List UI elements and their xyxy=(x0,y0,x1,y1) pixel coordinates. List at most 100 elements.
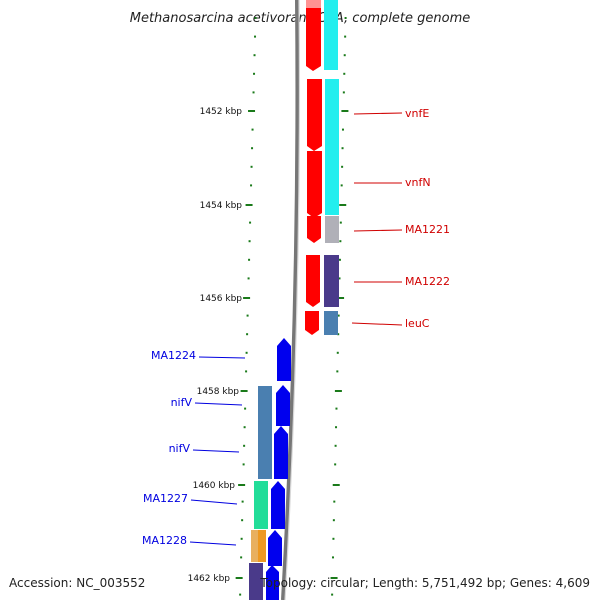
minor-tick-mark xyxy=(336,351,339,354)
minor-tick-mark xyxy=(340,184,343,187)
minor-tick-mark xyxy=(341,147,344,150)
forward-cds-arrow[interactable] xyxy=(306,255,320,307)
minor-tick-mark xyxy=(332,519,335,522)
major-tick-mark xyxy=(238,484,246,486)
gene-label-nifV[interactable]: nifV xyxy=(171,396,193,409)
gene-label-MA1222[interactable]: MA1222 xyxy=(405,275,450,288)
minor-tick-mark xyxy=(243,426,246,429)
feature-block-purple xyxy=(249,563,263,600)
minor-tick-mark xyxy=(239,593,242,596)
inner-tick-ring xyxy=(235,17,257,596)
gene-leader-line xyxy=(353,229,403,232)
minor-tick-mark xyxy=(245,370,248,373)
gene-leader-line xyxy=(192,449,240,453)
minor-tick-mark xyxy=(341,165,344,168)
gene-label-leuC[interactable]: leuC xyxy=(405,317,430,330)
gene-label-vnfN[interactable]: vnfN xyxy=(405,176,431,189)
major-tick-mark xyxy=(339,204,347,206)
genome-summary-text: Topology: circular; Length: 5,751,492 bp… xyxy=(259,576,590,590)
reverse-cds-track xyxy=(266,338,291,600)
minor-tick-mark xyxy=(252,91,255,94)
forward-cds-arrow[interactable] xyxy=(307,216,321,243)
reverse-cds-arrow[interactable] xyxy=(277,338,291,381)
minor-tick-mark xyxy=(337,314,340,317)
minor-tick-mark xyxy=(251,147,254,150)
minor-tick-mark xyxy=(246,333,249,336)
forward-cds-track xyxy=(305,0,322,335)
feature-block-grey xyxy=(325,216,339,243)
minor-tick-mark xyxy=(249,221,252,224)
tick-label: 1458 kbp xyxy=(197,387,240,397)
forward-cds-arrow[interactable] xyxy=(306,0,321,71)
minor-tick-mark xyxy=(336,370,339,373)
forward-cds-arrow[interactable] xyxy=(305,311,319,335)
forward-cds-arrow[interactable] xyxy=(307,79,322,151)
reverse-cds-arrow[interactable] xyxy=(268,530,282,566)
map-title: Methanosarcina acetivorans C2A, complete… xyxy=(130,11,471,26)
minor-tick-mark xyxy=(333,500,336,503)
minor-tick-mark xyxy=(337,333,340,336)
minor-tick-mark xyxy=(332,537,335,540)
minor-tick-mark xyxy=(240,537,243,540)
minor-tick-mark xyxy=(343,54,346,57)
reverse-cds-arrow[interactable] xyxy=(274,426,288,479)
gene-label-vnfE[interactable]: vnfE xyxy=(405,107,429,120)
gene-label-MA1228[interactable]: MA1228 xyxy=(142,534,187,547)
feature-block-cyan xyxy=(325,79,339,215)
minor-tick-mark xyxy=(248,240,251,243)
gene-leader-line xyxy=(189,541,237,546)
minor-tick-mark xyxy=(242,463,245,466)
gene-label-MA1227[interactable]: MA1227 xyxy=(143,492,188,505)
reverse-cds-arrow[interactable] xyxy=(271,481,285,529)
minor-tick-mark xyxy=(241,519,244,522)
gene-label-nifV-2[interactable]: nifV xyxy=(169,442,191,455)
minor-tick-mark xyxy=(341,128,344,131)
feature-block-tan xyxy=(251,530,258,562)
major-tick-mark xyxy=(243,297,251,299)
forward-cds-arrow[interactable] xyxy=(307,151,322,218)
minor-tick-mark xyxy=(339,221,342,224)
minor-tick-mark xyxy=(251,128,254,131)
minor-tick-mark xyxy=(254,35,257,38)
gene-label-MA1224[interactable]: MA1224 xyxy=(151,349,196,362)
major-tick-mark xyxy=(245,204,253,206)
minor-tick-mark xyxy=(338,277,341,280)
major-tick-mark xyxy=(248,110,256,112)
minor-tick-mark xyxy=(248,258,251,261)
gene-leader-line xyxy=(190,499,238,505)
feature-block-orange xyxy=(258,530,266,562)
tick-label: 1460 kbp xyxy=(193,481,236,491)
minor-tick-mark xyxy=(243,444,246,447)
major-tick-mark xyxy=(240,390,248,392)
minor-tick-mark xyxy=(240,556,243,559)
minor-tick-mark xyxy=(344,35,347,38)
minor-tick-mark xyxy=(335,426,338,429)
major-tick-mark xyxy=(341,110,349,112)
gene-leader-line xyxy=(198,356,246,359)
feature-block-steelblue xyxy=(324,311,338,335)
genome-backbone-highlight xyxy=(284,0,301,600)
minor-tick-mark xyxy=(338,258,341,261)
minor-tick-mark xyxy=(245,351,248,354)
feature-block-purple xyxy=(324,255,339,307)
forward-cds-fade xyxy=(306,0,321,8)
minor-tick-mark xyxy=(342,91,345,94)
minor-tick-mark xyxy=(344,17,347,19)
gene-leader-line xyxy=(351,322,403,326)
reverse-cds-arrow[interactable] xyxy=(276,385,290,426)
gene-label-MA1221[interactable]: MA1221 xyxy=(405,223,450,236)
major-tick-mark xyxy=(235,577,243,579)
gene-leader-line xyxy=(194,402,243,406)
genome-backbone xyxy=(281,0,300,600)
minor-tick-mark xyxy=(253,54,256,57)
reverse-cds-arrow[interactable] xyxy=(266,565,279,600)
feature-block-steelblue xyxy=(258,386,272,479)
major-tick-mark xyxy=(330,577,338,579)
minor-tick-mark xyxy=(244,407,247,410)
tick-label: 1452 kbp xyxy=(200,107,243,117)
major-tick-mark xyxy=(332,484,340,486)
feature-block-green xyxy=(254,481,268,529)
minor-tick-mark xyxy=(331,556,334,559)
